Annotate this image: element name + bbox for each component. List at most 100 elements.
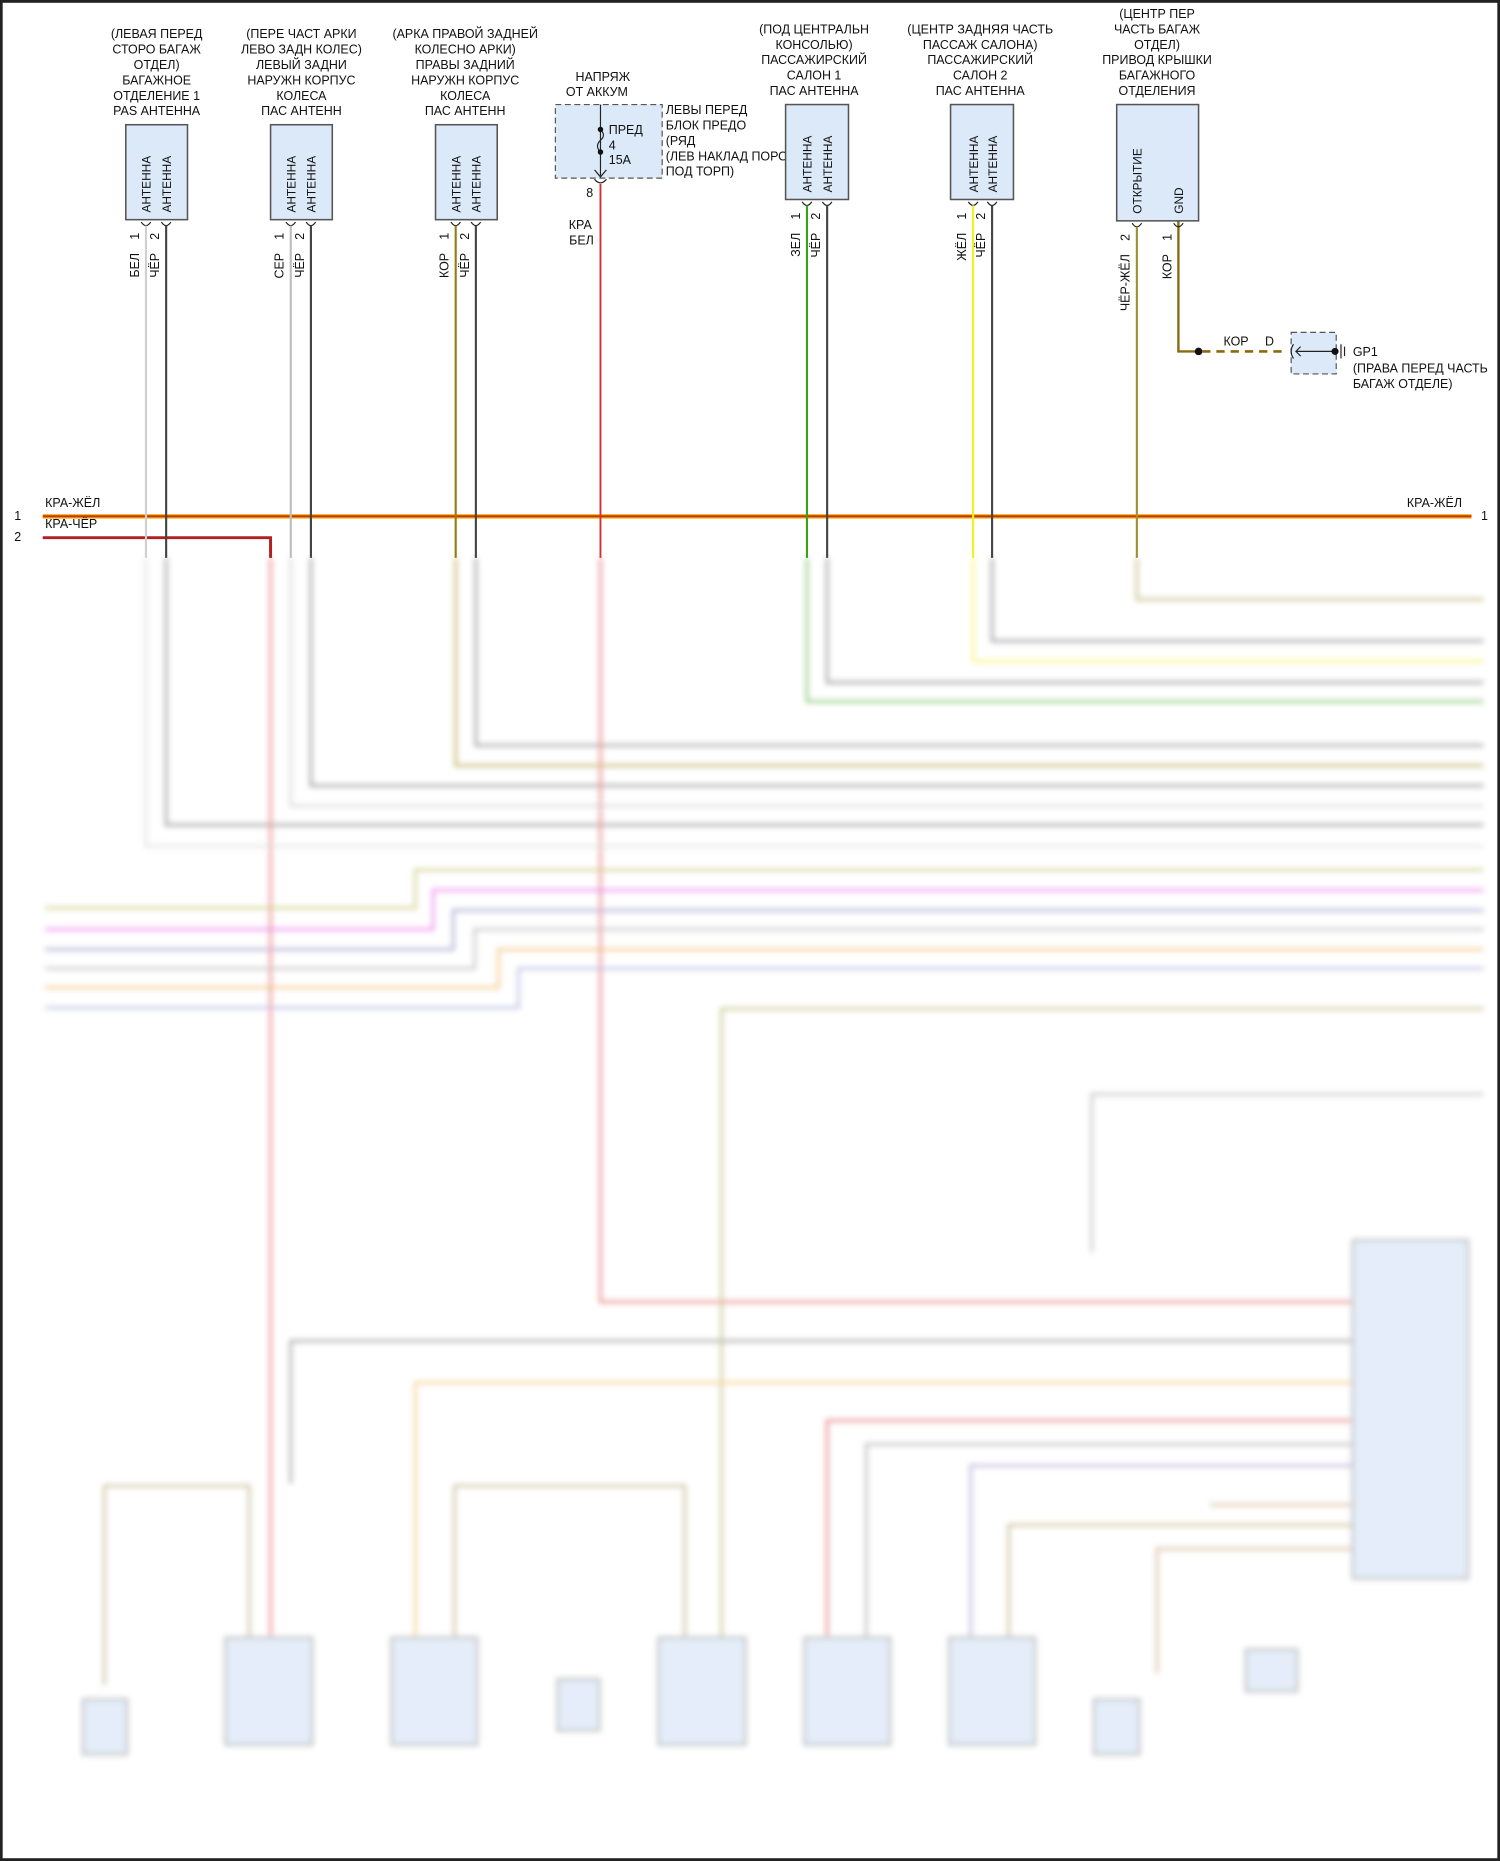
ground-connector-box [1290,331,1337,375]
bus-1-right-label: КРА-ЖЁЛ [1407,496,1462,510]
pin-number: 2 [1119,234,1133,241]
blurred-component-box [556,1678,601,1732]
connector-pin-icon [1173,222,1184,228]
fuse-terminal [597,126,604,133]
pin-function-label: АНТЕННА [140,156,154,213]
component-description: ПАС АНТЕННА [936,84,1026,98]
fuse-icon [596,129,605,153]
blurred-component-box [948,1636,1037,1746]
component-description: ПАС АНТЕННА [770,84,860,98]
blurred-wire [289,1339,1353,1484]
fuse-box [554,103,663,179]
wire-color-label: ЧЁР [458,253,472,278]
bus-1-number: 1 [14,509,21,523]
blurred-component-box [1092,1698,1141,1756]
blurred-wire [45,888,1484,931]
bus-2-number: 2 [14,530,21,544]
fuse-wire-color-1: КРА [569,218,593,232]
component-description: (ЦЕНТР ЗАДНЯЯ ЧАСТЬ [907,22,1053,36]
blurred-wire [1155,1547,1353,1674]
blurred-wire [969,1464,1353,1638]
component-description: ОТДЕЛ) [134,58,180,72]
fuse-pin-number: 8 [586,186,593,200]
blurred-wire [454,557,1484,767]
connector-pin-icon [450,221,461,227]
pin-number: 2 [809,213,823,220]
component-description: НАРУЖН КОРПУС [247,73,355,87]
blurred-wire [164,557,1484,827]
component-box [1115,103,1200,222]
pin-number: 1 [128,233,142,240]
pin-function-label: ОТКРЫТИЕ [1131,148,1145,214]
pin-function-label: АНТЕННА [160,156,174,213]
pin-number: 2 [148,233,162,240]
blurred-wire [1090,1092,1484,1253]
connector-pin-icon [1131,222,1143,228]
component-4: (ПОД ЦЕНТРАЛЬН КОНСОЛЬЮ)ПАССАЖИРСКИЙ САЛОН… [759,22,869,558]
fuse-location-2: БЛОК ПРЕДО [666,118,747,132]
blurred-wire [805,557,1484,703]
connector-pin-icon [470,221,482,227]
component-description: ОТДЕЛЕНИЕ 1 [113,89,200,103]
bus-1-right-number: 1 [1481,509,1488,523]
bus-1-label: КРА-ЖЁЛ [45,496,100,510]
component-description: (ПЕРЕ ЧАСТ АРКИ [246,27,356,41]
component-2: (ПЕРЕ ЧАСТ АРКИ ЛЕВО ЗАДН КОЛЕС)ЛЕВЫЙ ЗАД… [241,27,362,558]
wire-color-label: ЧЁР [809,233,823,258]
fuse-location-5: ПОД ТОРП) [666,165,734,179]
fuse-rating: 15A [609,153,632,167]
power-bus: 1 КРА-ЖЁЛ КРА-ЖЁЛ 1 2 КРА-ЧЁР [14,496,1488,558]
component-description: ЧАСТЬ БАГАЖ [1114,22,1201,36]
component-description: КОЛЕСА [440,89,491,103]
wire-color-label: СЕР [273,253,287,279]
pin-function-label: GND [1172,187,1186,213]
ground-gp1: КОР D GP1 (ПРАВА ПЕРЕД ЧАСТЬ БАГАЖ ОТДЕЛ… [1177,220,1488,391]
component-description: PAS АНТЕННА [113,104,201,118]
connector-pin-icon [285,221,296,227]
arrow-icon [594,169,607,178]
fuse-supply-line-1: НАПРЯЖ [576,70,631,84]
component-3: (АРКА ПРАВОЙ ЗАДНЕЙ КОЛЕСНО АРКИ)ПРАВЫ ЗА… [392,26,538,558]
connector-pin-icon [594,178,607,184]
ground-wire-color: КОР [1223,334,1248,348]
pin-function-label: АНТЕННА [967,136,981,193]
component-description: САЛОН 1 [787,69,842,83]
blurred-wire [414,1381,1353,1638]
pin-number: 1 [789,213,803,220]
pin-function-label: АНТЕННА [449,156,463,213]
component-description: (ПОД ЦЕНТРАЛЬН [759,22,869,36]
connector-pin-icon [967,201,979,207]
blurred-wire [825,1419,1353,1638]
ground-icon [1340,344,1346,359]
component-description: ЛЕВЫЙ ЗАДНИ [256,57,347,72]
component-description: ПАССАЖ САЛОНА) [923,38,1038,52]
fuse-number: 4 [609,139,616,153]
blurred-wire [45,909,1484,951]
blurred-wire [825,557,1484,684]
fuse-block: НАПРЯЖ ОТ АККУМ ПРЕД 4 15A ЛЕВЫ ПЕРЕД БЛ… [554,70,803,558]
wire-color-label: БЕЛ [128,253,142,278]
blurred-wire [990,557,1484,643]
bus-2-label: КРА-ЧЁР [45,517,97,531]
pin-function-label: АНТЕННА [986,136,1000,193]
component-description: КОНСОЛЬЮ) [776,38,853,52]
component-description: (ЛЕВАЯ ПЕРЕД [111,27,203,41]
blurred-wire [45,967,1484,1009]
pin-number: 2 [293,233,307,240]
fuse-terminal [597,149,604,155]
blurred-wire [453,1484,687,1638]
component-description: (ЦЕНТР ПЕР [1119,7,1195,21]
ground-wire [1177,220,1199,353]
component-description: ПРАВЫ ЗАДНИЙ [416,57,515,72]
blurred-component-box [1244,1648,1299,1693]
pin-number: 1 [955,213,969,220]
wire-color-label: ЧЁР [293,253,307,278]
connector-pin-icon [305,221,317,227]
blurred-wire [1007,1523,1353,1638]
component-box [784,103,850,201]
component-description: БАГАЖНОГО [1119,69,1196,83]
fuse-location-3: (РЯД [666,134,696,148]
